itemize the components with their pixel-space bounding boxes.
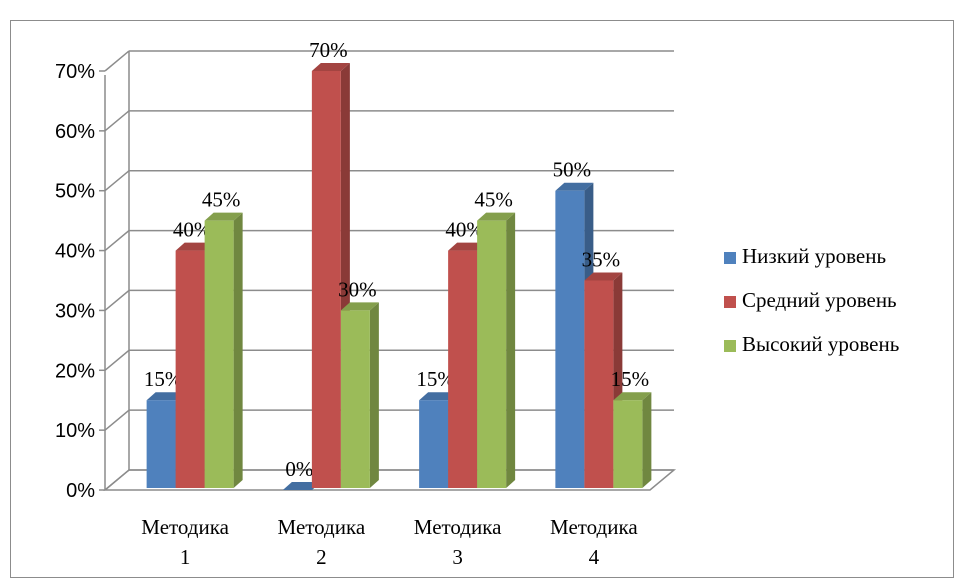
gridline-side <box>104 289 130 312</box>
bar <box>613 400 643 488</box>
x-tick-label: 1 <box>180 545 191 569</box>
y-tick-label: 10% <box>55 420 95 442</box>
data-label: 35% <box>582 248 621 272</box>
x-tick-label: Методика <box>414 515 502 539</box>
y-tick-label: 30% <box>55 300 95 322</box>
data-label: 50% <box>553 158 592 182</box>
gridline-side <box>104 170 130 192</box>
bar-side <box>506 212 516 488</box>
gridline-side <box>104 229 130 252</box>
gridline-side <box>104 50 130 72</box>
bar <box>204 220 234 488</box>
bar-top <box>448 242 487 251</box>
data-label: 15% <box>611 367 650 391</box>
gridline-side <box>104 349 130 371</box>
bar-top <box>146 392 185 401</box>
bar <box>448 250 478 488</box>
bar-top <box>584 272 623 281</box>
legend-swatch <box>724 252 736 264</box>
bar-side <box>233 212 243 488</box>
bar <box>175 250 205 488</box>
bar-top <box>204 212 243 221</box>
bar-top <box>477 212 516 221</box>
x-tick-label: Методика <box>278 515 366 539</box>
bar-top <box>419 392 458 401</box>
legend-label: Низкий уровень <box>742 244 886 268</box>
bar <box>311 71 341 488</box>
bar <box>555 190 585 488</box>
x-tick-label: Методика <box>550 515 638 539</box>
data-label: 70% <box>309 38 348 62</box>
y-tick-label: 0% <box>66 480 95 502</box>
bar-side <box>642 392 652 488</box>
bar <box>477 220 507 488</box>
y-tick-label: 20% <box>55 360 95 382</box>
y-tick-label: 70% <box>55 61 95 83</box>
bar-side <box>369 302 379 488</box>
bar-top <box>340 302 379 311</box>
bar-top <box>311 63 350 71</box>
gridline-side <box>104 110 130 132</box>
bar-top <box>282 482 321 490</box>
bar <box>146 400 176 488</box>
y-tick-label: 40% <box>55 241 95 263</box>
x-tick-label: 3 <box>452 545 463 569</box>
y-tick-label: 60% <box>55 121 95 143</box>
bar <box>419 400 449 488</box>
data-label: 45% <box>474 188 513 212</box>
legend-label: Средний уровень <box>742 288 897 312</box>
x-tick-label: 2 <box>316 545 327 569</box>
chart-floor <box>102 469 677 491</box>
legend-swatch <box>724 296 736 308</box>
y-tick-label: 50% <box>55 181 95 203</box>
x-tick-label: 4 <box>589 545 600 569</box>
legend-swatch <box>724 340 736 352</box>
bar-top <box>555 182 594 191</box>
data-label: 0% <box>285 457 313 481</box>
data-label: 30% <box>338 277 377 301</box>
data-label: 45% <box>202 188 241 212</box>
bar <box>584 280 614 488</box>
bar-top <box>175 242 214 251</box>
bar <box>340 310 370 488</box>
bar-top <box>613 392 652 401</box>
gridline-side <box>104 409 130 431</box>
x-tick-label: Методика <box>141 515 229 539</box>
legend-label: Высокий уровень <box>742 332 899 356</box>
